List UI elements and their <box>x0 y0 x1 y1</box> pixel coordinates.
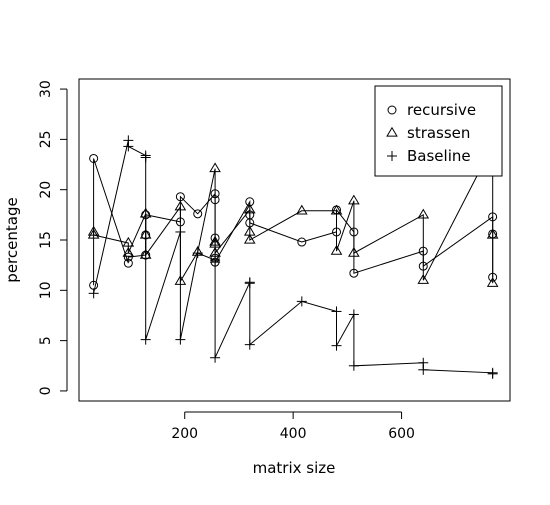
point-recursive <box>89 153 99 163</box>
point-recursive <box>349 227 359 237</box>
y-tick-label: 5 <box>38 336 54 345</box>
y-tick-label: 15 <box>38 231 54 249</box>
point-recursive <box>123 252 133 262</box>
legend-box <box>374 85 503 177</box>
point-strassen <box>486 277 499 287</box>
point-baseline <box>331 306 342 317</box>
point-recursive <box>175 217 185 227</box>
point-strassen <box>243 233 256 244</box>
point-strassen <box>296 204 308 215</box>
point-recursive <box>245 197 255 207</box>
point-baseline <box>175 334 186 345</box>
y-tick-label: 0 <box>38 386 54 395</box>
point-recursive <box>141 230 151 240</box>
point-recursive <box>210 195 220 205</box>
point-strassen <box>209 162 221 173</box>
point-baseline <box>244 339 255 350</box>
point-strassen <box>209 235 221 246</box>
point-baseline <box>331 340 342 351</box>
point-strassen <box>139 207 152 218</box>
point-baseline <box>296 296 307 307</box>
series-line-recursive <box>93 158 494 286</box>
y-tick-label: 20 <box>38 181 54 199</box>
point-recursive <box>332 227 342 237</box>
plot-frame <box>78 78 511 402</box>
point-baseline <box>244 278 255 289</box>
y-tick-label: 30 <box>38 80 54 98</box>
point-recursive <box>141 250 151 260</box>
legend-symbol-baseline <box>387 151 397 161</box>
point-strassen <box>139 248 152 259</box>
legend: recursive strassen Baseline <box>374 85 503 177</box>
point-strassen <box>139 228 152 239</box>
legend-label-strassen: strassen <box>407 124 470 142</box>
point-strassen <box>486 228 499 239</box>
point-baseline <box>210 257 221 268</box>
x-axis-label: matrix size <box>253 459 336 477</box>
legend-keys <box>386 105 398 161</box>
point-strassen <box>348 194 360 205</box>
point-baseline <box>140 152 151 163</box>
point-baseline <box>348 309 359 320</box>
point-baseline <box>140 334 151 345</box>
data-points <box>87 135 499 379</box>
point-strassen <box>122 246 135 257</box>
legend-symbol-recursive <box>387 105 397 115</box>
point-recursive <box>210 233 220 243</box>
point-recursive <box>488 212 498 222</box>
point-baseline <box>192 248 203 259</box>
point-recursive <box>488 272 498 282</box>
point-baseline <box>348 360 359 371</box>
y-axis-label: percentage <box>3 197 21 282</box>
legend-label-recursive: recursive <box>407 101 476 119</box>
point-recursive <box>418 261 428 271</box>
point-baseline <box>210 352 221 363</box>
point-baseline <box>123 141 134 152</box>
legend-symbol-strassen <box>386 126 398 137</box>
point-baseline <box>487 368 498 379</box>
point-strassen <box>122 236 135 247</box>
point-strassen <box>243 203 256 214</box>
point-recursive <box>193 209 203 219</box>
x-tick-label: 200 <box>171 426 198 442</box>
x-tick-label: 600 <box>388 426 415 442</box>
point-strassen <box>87 228 100 239</box>
point-strassen <box>330 244 343 255</box>
legend-label-baseline: Baseline <box>407 147 471 165</box>
point-recursive <box>297 237 307 247</box>
point-strassen <box>417 274 430 284</box>
x-axis: 200 400 600 <box>171 411 415 442</box>
point-recursive <box>418 246 428 256</box>
point-baseline <box>418 364 429 375</box>
x-tick-label: 400 <box>280 426 307 442</box>
point-baseline <box>88 288 99 299</box>
point-strassen <box>417 208 430 219</box>
point-baseline <box>175 226 186 237</box>
y-tick-label: 25 <box>38 130 54 148</box>
y-tick-label: 10 <box>38 281 54 299</box>
point-strassen <box>330 204 343 215</box>
point-recursive <box>349 268 359 278</box>
point-strassen <box>174 200 187 211</box>
point-recursive <box>210 189 220 199</box>
point-strassen <box>348 246 360 257</box>
point-recursive <box>123 258 133 268</box>
y-axis: 0 5 10 15 20 25 30 <box>38 80 68 395</box>
point-strassen <box>87 225 100 236</box>
point-strassen <box>174 275 187 285</box>
